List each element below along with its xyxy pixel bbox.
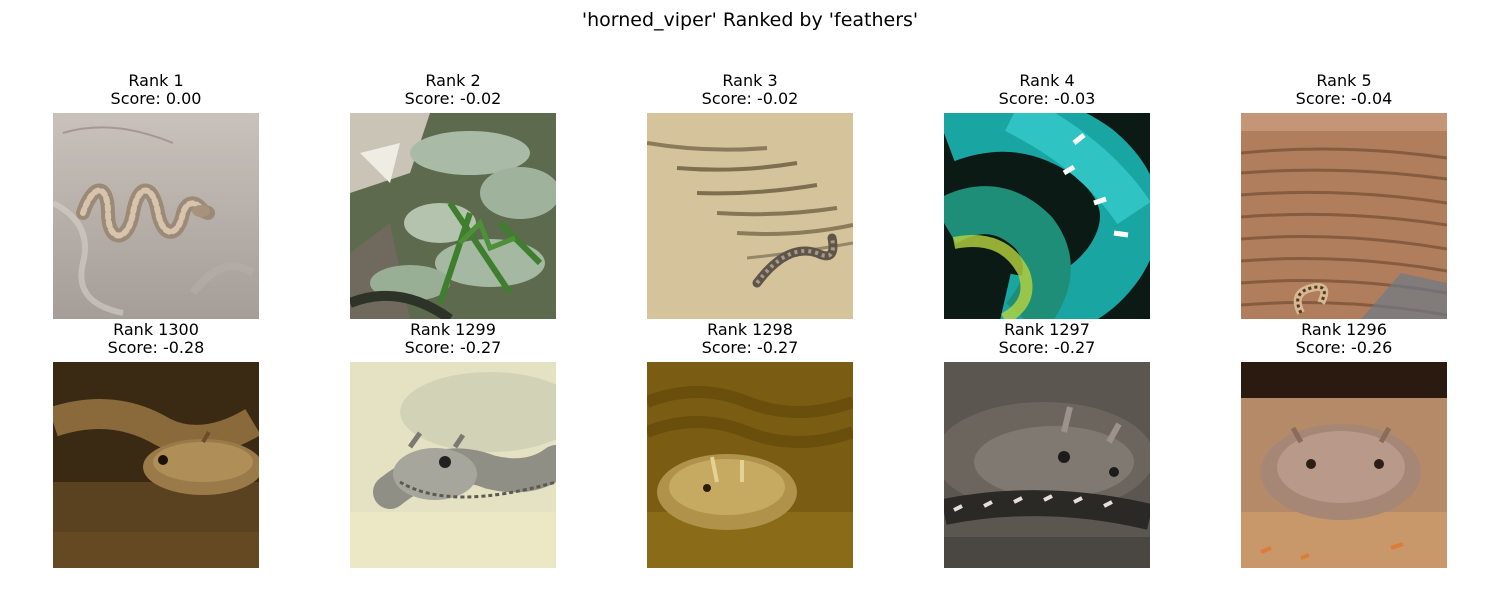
score-label: Score: -0.27 <box>701 338 799 357</box>
figure-title: 'horned_viper' Ranked by 'feathers' <box>581 9 919 31</box>
top-panel-1: Rank 1 Score: 0.00 <box>53 72 259 319</box>
thumbnail-image <box>53 362 259 568</box>
panel-caption: Rank 1 Score: 0.00 <box>13 72 299 108</box>
panel-caption: Rank 5 Score: -0.04 <box>1201 72 1487 108</box>
top-panel-3: Rank 3 Score: -0.02 <box>647 72 853 319</box>
panel-caption: Rank 1297 Score: -0.27 <box>904 321 1190 357</box>
panel-caption: Rank 4 Score: -0.03 <box>904 72 1190 108</box>
rank-label: Rank 1297 <box>1004 320 1090 339</box>
thumbnail-image <box>944 113 1150 319</box>
score-label: Score: -0.28 <box>107 338 205 357</box>
rank-label: Rank 1296 <box>1301 320 1387 339</box>
rank-label: Rank 1 <box>128 71 184 90</box>
thumbnail-image <box>53 113 259 319</box>
panel-caption: Rank 3 Score: -0.02 <box>607 72 893 108</box>
top-panel-5: Rank 5 Score: -0.04 <box>1241 72 1447 319</box>
score-label: Score: -0.04 <box>1295 89 1393 108</box>
panel-caption: Rank 1296 Score: -0.26 <box>1201 321 1487 357</box>
thumbnail-image <box>944 362 1150 568</box>
thumbnail-image <box>350 362 556 568</box>
rank-label: Rank 3 <box>722 71 778 90</box>
rank-label: Rank 1299 <box>410 320 496 339</box>
score-label: Score: -0.26 <box>1295 338 1393 357</box>
thumbnail-image <box>647 362 853 568</box>
score-label: Score: -0.27 <box>404 338 502 357</box>
panel-caption: Rank 1298 Score: -0.27 <box>607 321 893 357</box>
panel-caption: Rank 1299 Score: -0.27 <box>310 321 596 357</box>
bottom-panel-3: Rank 1298 Score: -0.27 <box>647 321 853 568</box>
thumbnail-image <box>1241 113 1447 319</box>
rank-label: Rank 1300 <box>113 320 199 339</box>
score-label: Score: -0.02 <box>701 89 799 108</box>
score-label: Score: -0.02 <box>404 89 502 108</box>
rank-label: Rank 2 <box>425 71 481 90</box>
rank-label: Rank 4 <box>1019 71 1075 90</box>
score-label: Score: -0.27 <box>998 338 1096 357</box>
panel-caption: Rank 1300 Score: -0.28 <box>13 321 299 357</box>
panel-caption: Rank 2 Score: -0.02 <box>310 72 596 108</box>
score-label: Score: -0.03 <box>998 89 1096 108</box>
score-label: Score: 0.00 <box>110 89 202 108</box>
rank-label: Rank 5 <box>1316 71 1372 90</box>
top-panel-2: Rank 2 Score: -0.02 <box>350 72 556 319</box>
bottom-panel-1: Rank 1300 Score: -0.28 <box>53 321 259 568</box>
bottom-panel-5: Rank 1296 Score: -0.26 <box>1241 321 1447 568</box>
top-panel-4: Rank 4 Score: -0.03 <box>944 72 1150 319</box>
rank-label: Rank 1298 <box>707 320 793 339</box>
thumbnail-image <box>647 113 853 319</box>
bottom-panel-2: Rank 1299 Score: -0.27 <box>350 321 556 568</box>
thumbnail-image <box>350 113 556 319</box>
bottom-panel-4: Rank 1297 Score: -0.27 <box>944 321 1150 568</box>
thumbnail-image <box>1241 362 1447 568</box>
